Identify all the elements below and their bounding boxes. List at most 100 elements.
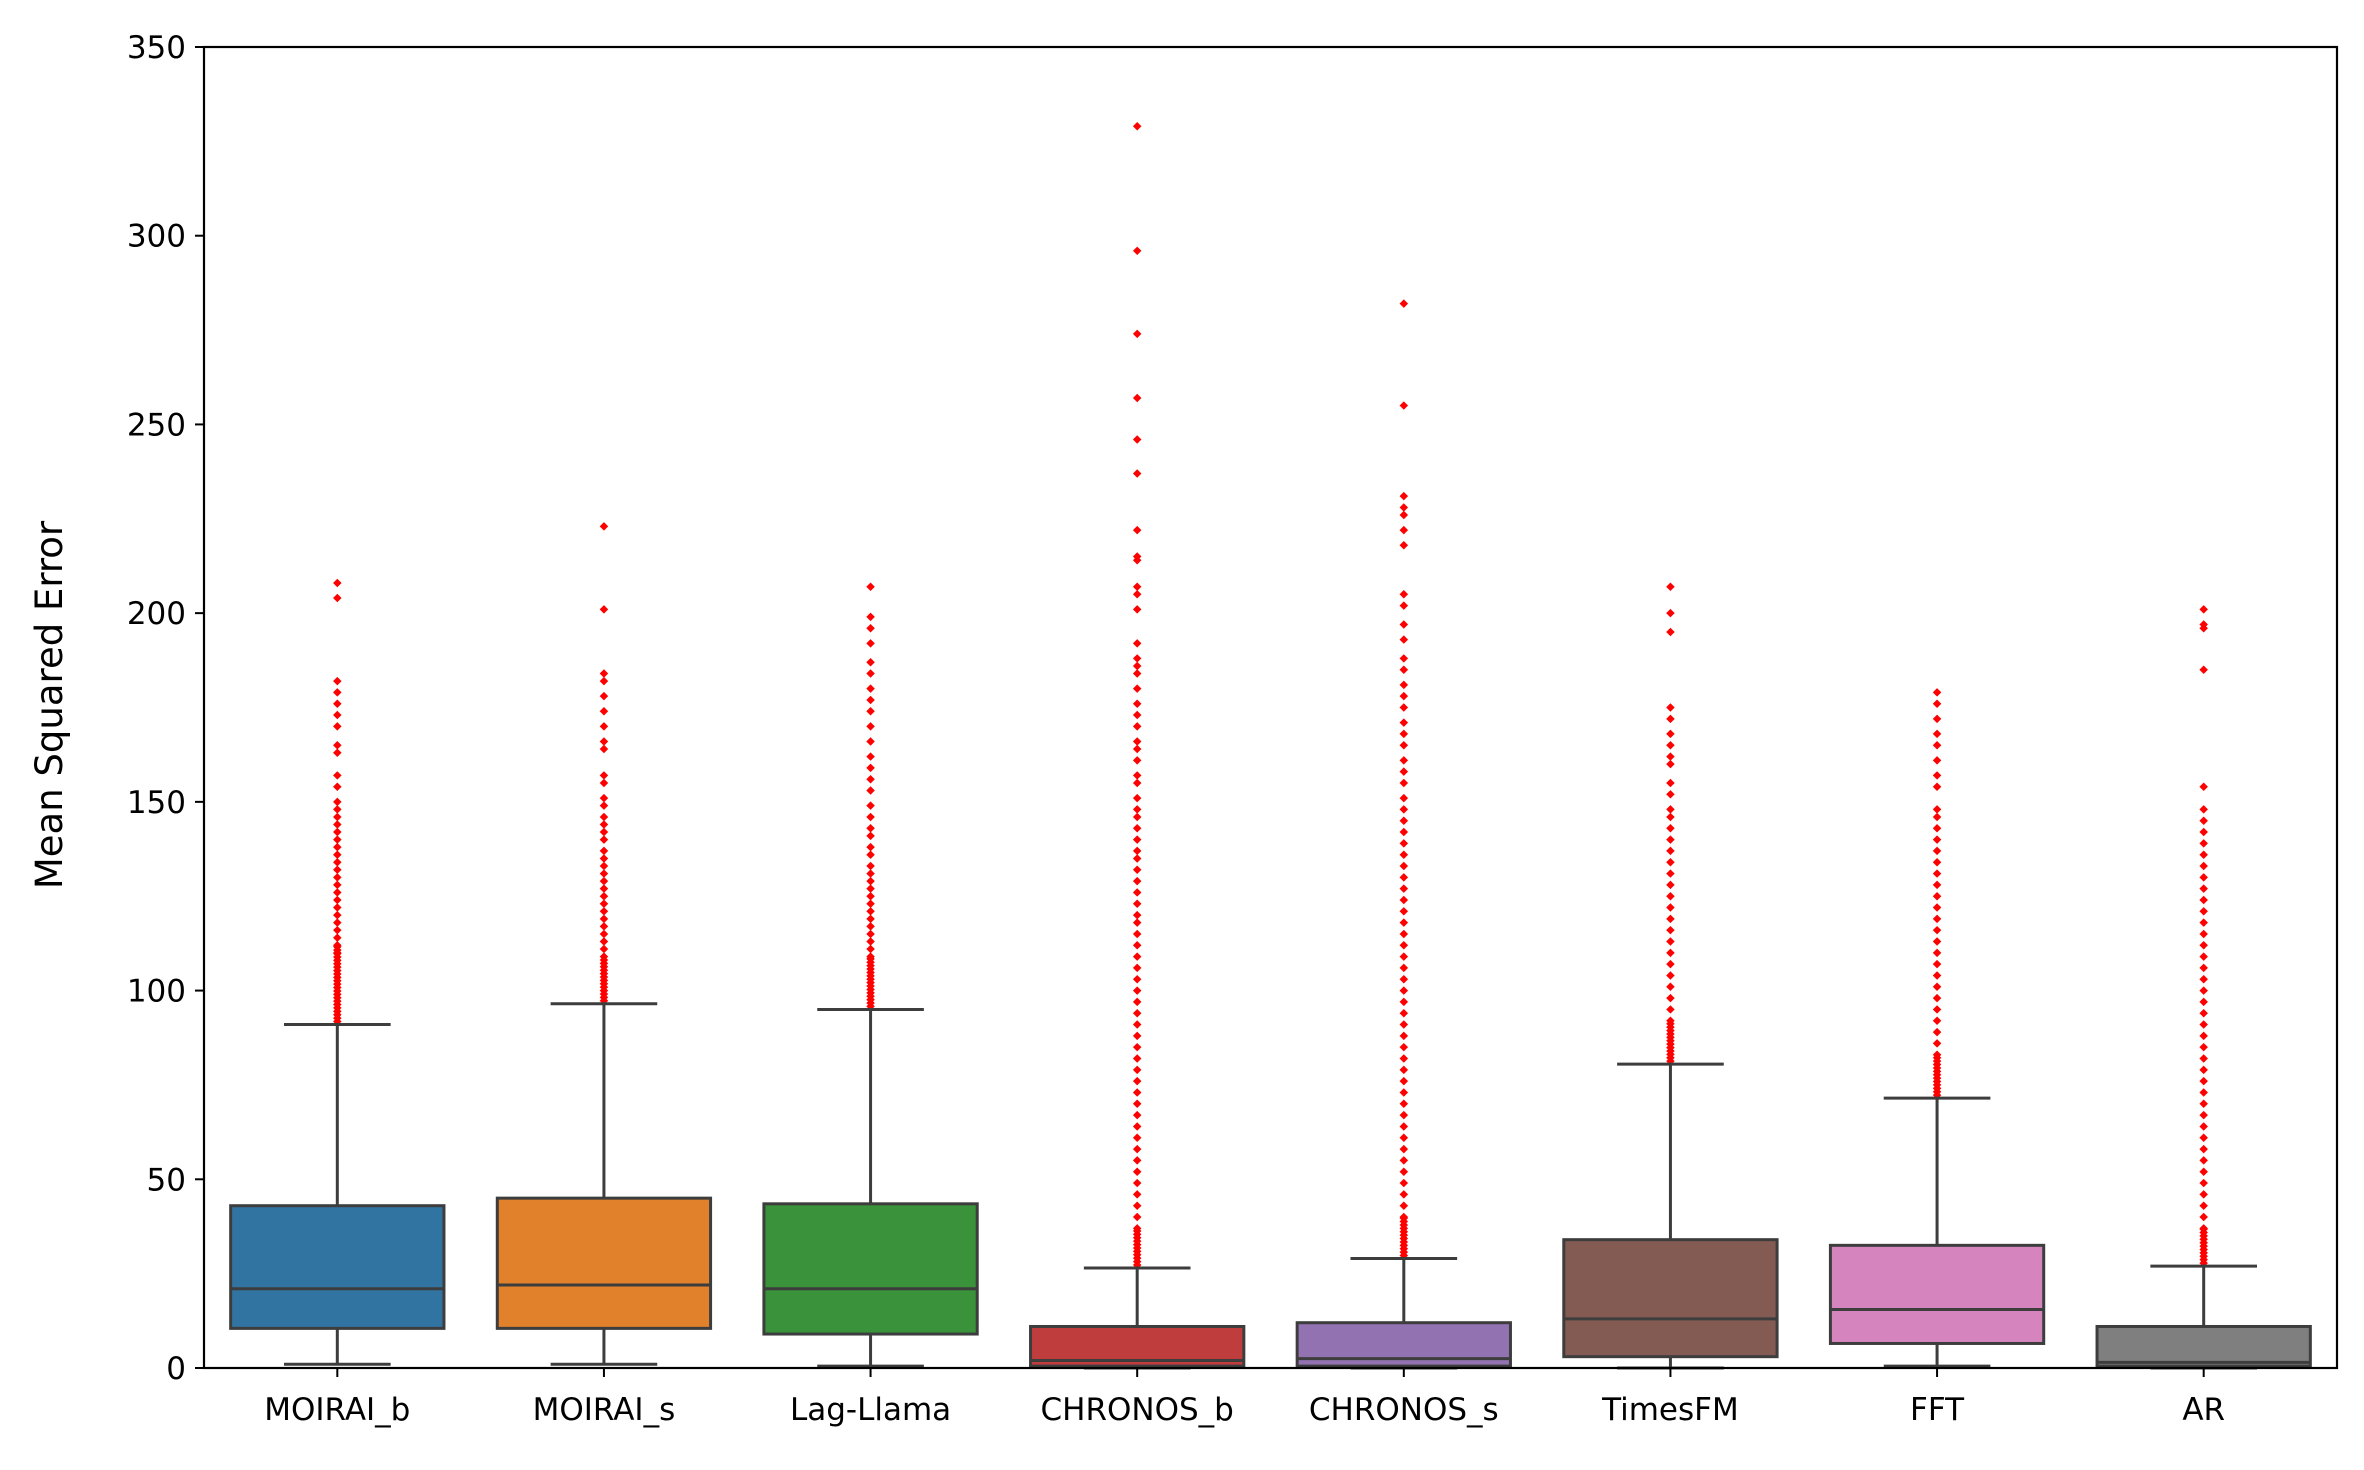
outlier-point [599, 937, 609, 946]
outlier-point [2199, 997, 2208, 1007]
outlier-point [599, 914, 609, 924]
outlier-point [1132, 556, 1142, 565]
outlier-point [1399, 540, 1409, 550]
outlier-point [1132, 590, 1142, 599]
outlier-point [1132, 1201, 1142, 1210]
outlier-point [1132, 744, 1142, 754]
outlier-point [866, 737, 875, 746]
outlier-point [1399, 1110, 1409, 1120]
outlier-point [866, 722, 875, 731]
outlier-point [333, 827, 342, 837]
outlier-point [333, 748, 342, 758]
outlier-point [2199, 952, 2208, 961]
outlier-point [1399, 1076, 1409, 1086]
outlier-point [866, 639, 875, 648]
outlier-point [2199, 1224, 2208, 1233]
outlier-point [866, 869, 875, 878]
outlier-point [2199, 1167, 2208, 1176]
outlier-point [1932, 1039, 1942, 1048]
outlier-point [1932, 971, 1942, 980]
outlier-point [1399, 601, 1409, 610]
outlier-point [866, 891, 875, 901]
outlier-point [599, 707, 609, 716]
outlier-point [1132, 1212, 1142, 1222]
outlier-point [866, 922, 875, 931]
outlier-point [599, 744, 609, 754]
outlier-point [866, 582, 875, 591]
outlier-point [866, 850, 875, 859]
outlier-point [1132, 329, 1142, 339]
x-tick-label: TimesFM [1601, 1392, 1739, 1428]
outlier-point [1399, 299, 1409, 308]
outlier-point [866, 944, 875, 954]
outlier-point [599, 827, 609, 837]
outlier-point [333, 850, 342, 859]
outlier-point [1132, 888, 1142, 897]
outlier-point [1399, 929, 1409, 939]
outlier-point [2199, 1144, 2208, 1154]
outlier-point [1132, 1133, 1142, 1143]
outlier-point [599, 737, 609, 746]
outlier-point [1132, 639, 1142, 648]
outlier-point [333, 842, 342, 852]
outlier-point [866, 937, 875, 946]
outlier-point [599, 793, 609, 803]
outlier-point [1132, 812, 1142, 822]
outlier-point [1666, 880, 1675, 890]
outlier-point [1932, 824, 1942, 833]
outlier-point [1932, 959, 1942, 969]
outlier-point [599, 835, 609, 844]
outlier-point [599, 820, 609, 829]
outlier-point [333, 941, 342, 950]
outlier-point [2199, 1212, 2208, 1222]
outlier-point [1132, 684, 1142, 693]
outlier-point [866, 623, 875, 633]
outlier-point [1932, 925, 1942, 935]
box-iqr [1562, 1238, 1779, 1359]
outlier-point [2199, 907, 2208, 916]
outlier-point [1666, 759, 1675, 769]
outlier-point [2199, 1054, 2208, 1063]
outlier-point [333, 910, 342, 920]
outlier-point [866, 763, 875, 773]
outlier-point [1399, 1042, 1409, 1052]
outlier-point [866, 861, 875, 871]
y-tick-label: 150 [127, 785, 186, 821]
outlier-point [1932, 688, 1942, 697]
outlier-point [333, 805, 342, 814]
outlier-point [2199, 805, 2208, 814]
outlier-point [599, 801, 609, 810]
outlier-point [1399, 839, 1409, 848]
outlier-point [866, 914, 875, 924]
y-tick-label: 350 [127, 30, 186, 66]
x-tick-label: MOIRAI_s [533, 1392, 676, 1428]
outlier-point [599, 722, 609, 731]
outlier-point [1132, 525, 1142, 535]
outlier-point [1132, 737, 1142, 746]
x-tick-label: CHRONOS_s [1309, 1392, 1499, 1428]
outlier-point [599, 944, 609, 954]
outlier-point [2199, 1088, 2208, 1097]
box-group-moirai-b [229, 578, 446, 1366]
outlier-point [599, 812, 609, 822]
outlier-point [1399, 1133, 1409, 1143]
outlier-point [1666, 627, 1675, 637]
outlier-point [1666, 835, 1675, 844]
outlier-point [333, 925, 342, 935]
outlier-point [599, 922, 609, 931]
outlier-point [1399, 665, 1409, 674]
outlier-point [2199, 623, 2208, 633]
outlier-point [1132, 952, 1142, 961]
outlier-point [1666, 812, 1675, 822]
outlier-point [333, 873, 342, 882]
outlier-point [1399, 895, 1409, 905]
outlier-point [599, 861, 609, 871]
outlier-point [1932, 846, 1942, 856]
outlier-point [1132, 1088, 1142, 1097]
outlier-point [1666, 703, 1675, 712]
outlier-point [1399, 1088, 1409, 1097]
outlier-point [866, 695, 875, 705]
outlier-point [1132, 1224, 1142, 1233]
outlier-point [1932, 880, 1942, 890]
outlier-point [2199, 918, 2208, 927]
